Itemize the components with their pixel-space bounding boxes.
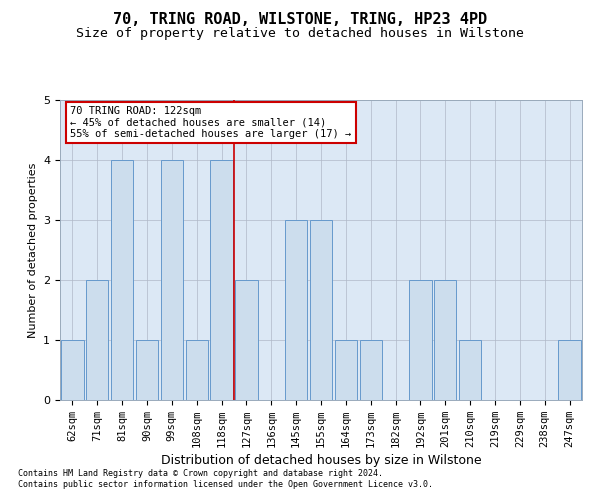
Bar: [559, 340, 581, 400]
Bar: [434, 280, 457, 400]
X-axis label: Distribution of detached houses by size in Wilstone: Distribution of detached houses by size …: [161, 454, 481, 467]
Bar: [61, 340, 83, 400]
Text: 70, TRING ROAD, WILSTONE, TRING, HP23 4PD: 70, TRING ROAD, WILSTONE, TRING, HP23 4P…: [113, 12, 487, 28]
Bar: [335, 340, 357, 400]
Text: 70 TRING ROAD: 122sqm
← 45% of detached houses are smaller (14)
55% of semi-deta: 70 TRING ROAD: 122sqm ← 45% of detached …: [70, 106, 352, 139]
Bar: [459, 340, 481, 400]
Bar: [86, 280, 109, 400]
Text: Size of property relative to detached houses in Wilstone: Size of property relative to detached ho…: [76, 28, 524, 40]
Bar: [211, 160, 233, 400]
Bar: [161, 160, 183, 400]
Bar: [409, 280, 431, 400]
Bar: [285, 220, 307, 400]
Bar: [111, 160, 133, 400]
Bar: [185, 340, 208, 400]
Bar: [136, 340, 158, 400]
Bar: [235, 280, 257, 400]
Y-axis label: Number of detached properties: Number of detached properties: [28, 162, 38, 338]
Bar: [310, 220, 332, 400]
Text: Contains public sector information licensed under the Open Government Licence v3: Contains public sector information licen…: [18, 480, 433, 489]
Text: Contains HM Land Registry data © Crown copyright and database right 2024.: Contains HM Land Registry data © Crown c…: [18, 468, 383, 477]
Bar: [359, 340, 382, 400]
